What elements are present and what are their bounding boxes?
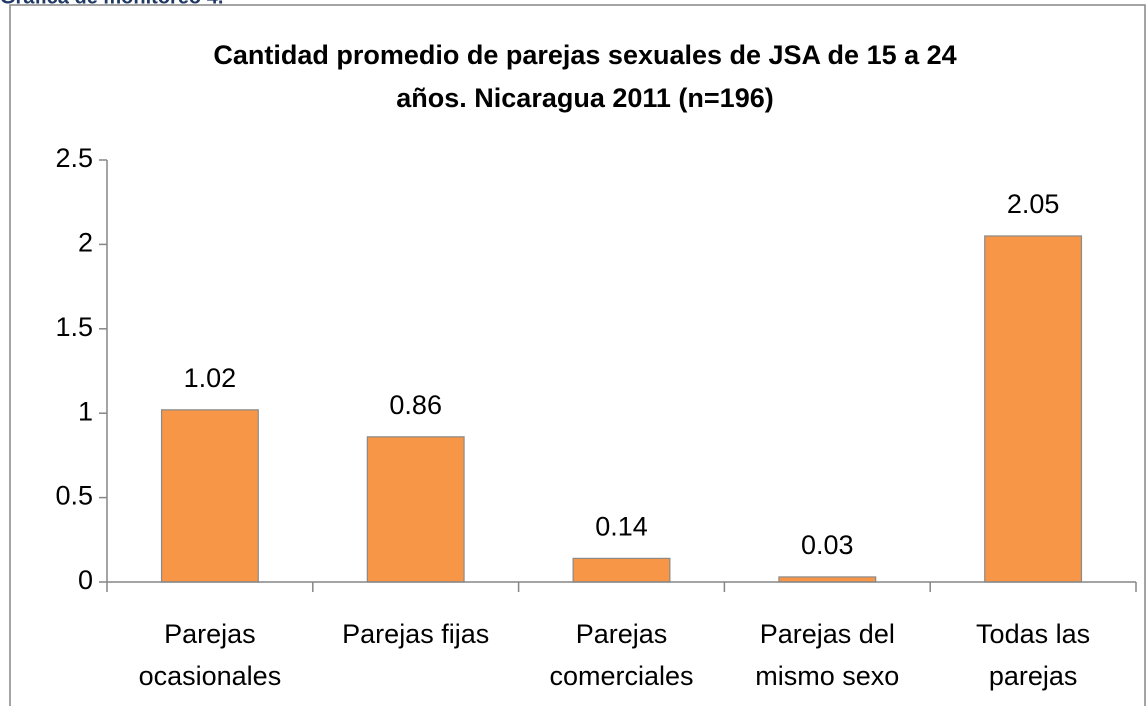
y-tick-label: 2.5	[55, 143, 93, 173]
data-label: 2.05	[1007, 189, 1060, 219]
x-tick-label: Parejas del	[760, 619, 895, 649]
y-tick-label: 1	[78, 396, 93, 426]
x-tick-label: mismo sexo	[755, 661, 899, 691]
x-tick-label: Parejas fijas	[342, 619, 489, 649]
data-label: 0.14	[595, 511, 648, 541]
caption: Gráfica de monitoreo 4.	[0, 0, 223, 8]
data-label: 1.02	[184, 363, 237, 393]
data-label: 0.86	[389, 390, 442, 420]
y-tick-label: 2	[78, 228, 93, 258]
x-tick-label: comerciales	[549, 661, 693, 691]
bar	[366, 436, 465, 583]
chart-frame	[9, 4, 1146, 706]
chart-title: Cantidad promedio de parejas sexuales de…	[213, 40, 956, 70]
y-tick-label: 0	[78, 565, 93, 595]
bar	[572, 557, 671, 583]
bar	[984, 235, 1083, 583]
data-label: 0.03	[801, 530, 854, 560]
chart-title: años. Nicaragua 2011 (n=196)	[396, 83, 773, 113]
y-tick-label: 0.5	[55, 481, 93, 511]
bar	[778, 576, 877, 583]
x-tick-label: Todas las	[976, 619, 1090, 649]
x-tick-label: Parejas	[576, 619, 668, 649]
bar	[160, 409, 259, 583]
y-tick-label: 1.5	[55, 312, 93, 342]
x-tick-label: Parejas	[164, 619, 256, 649]
x-tick-label: parejas	[989, 661, 1078, 691]
x-tick-label: ocasionales	[139, 661, 282, 691]
